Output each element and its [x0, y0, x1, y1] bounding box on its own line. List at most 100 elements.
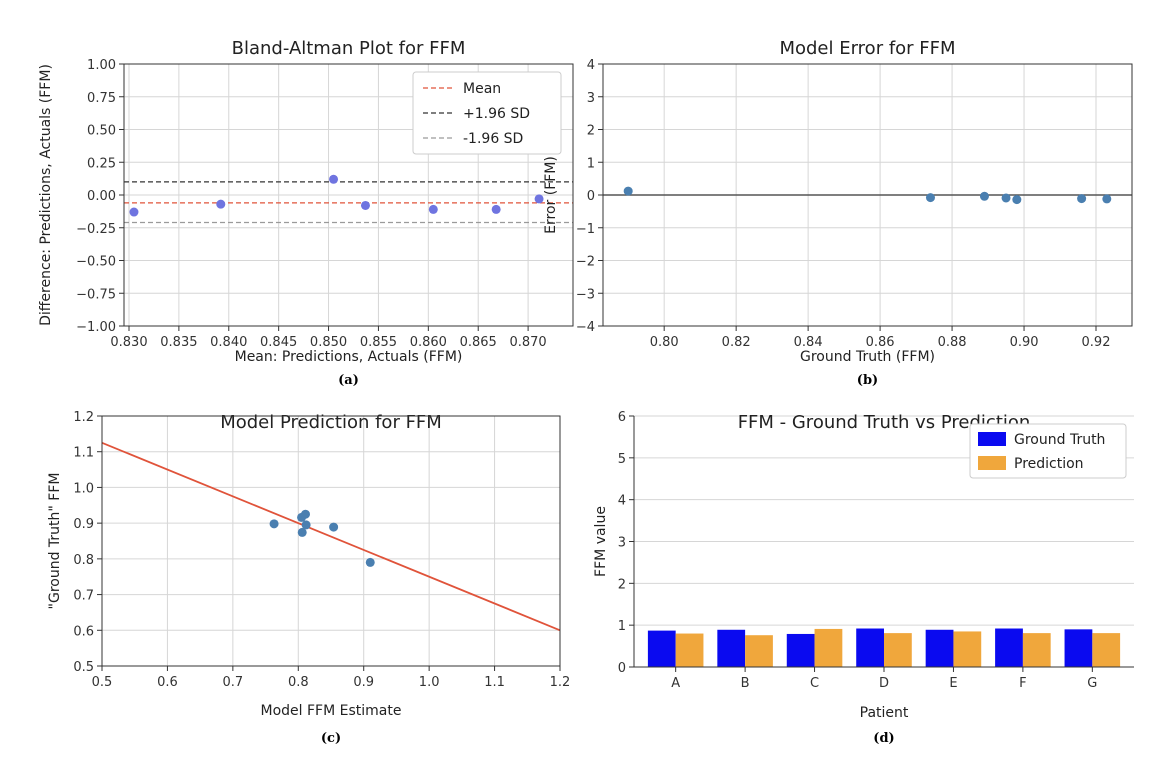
- bar-prediction: [953, 631, 982, 667]
- chart-title: FFM - Ground Truth vs Prediction: [738, 412, 1031, 433]
- x-tick-label: 0.92: [1082, 335, 1111, 350]
- x-tick-label: 0.870: [509, 335, 546, 350]
- chart-title: Model Error for FFM: [779, 38, 955, 59]
- data-point: [491, 204, 501, 214]
- x-tick-label: 0.88: [938, 335, 967, 350]
- x-tick-label: 0.6: [157, 675, 178, 690]
- bar-prediction: [814, 628, 843, 667]
- y-tick-label: 0.6: [73, 624, 94, 639]
- y-tick-label: 1: [587, 156, 595, 171]
- x-axis-label: Ground Truth (FFM): [800, 349, 935, 365]
- y-axis-label: Difference: Predictions, Actuals (FFM): [38, 64, 54, 326]
- x-axis-label: Patient: [860, 705, 909, 721]
- x-tick-label: 0.86: [866, 335, 895, 350]
- legend-entry: -1.96 SD: [463, 131, 523, 147]
- x-tick-label: 0.80: [650, 335, 679, 350]
- y-tick-label: 0: [618, 661, 626, 676]
- axes-frame: [101, 415, 561, 667]
- y-axis-label: Error (FFM): [543, 156, 559, 234]
- bar-ground-truth: [856, 628, 884, 667]
- data-point: [925, 193, 935, 203]
- data-point: [1102, 194, 1112, 204]
- x-tick-label: 0.845: [260, 335, 297, 350]
- chart-title: Bland-Altman Plot for FFM: [232, 38, 466, 59]
- y-tick-label: −4: [576, 320, 595, 335]
- bar-prediction: [675, 633, 704, 667]
- x-tick-label: 0.84: [794, 335, 823, 350]
- x-tick-label: 0.82: [722, 335, 751, 350]
- x-tick-label: 1.0: [419, 675, 440, 690]
- x-tick-label: 0.7: [223, 675, 244, 690]
- y-tick-label: −0.25: [76, 222, 116, 237]
- bar-ground-truth: [995, 628, 1023, 667]
- x-tick-label: A: [671, 676, 680, 691]
- legend-box: [412, 71, 562, 155]
- x-tick-label: 0.850: [310, 335, 347, 350]
- y-tick-label: 3: [587, 91, 595, 106]
- bar-ground-truth: [717, 629, 746, 667]
- x-tick-label: C: [810, 676, 819, 691]
- bar-prediction: [884, 633, 912, 667]
- data-point: [1012, 195, 1022, 205]
- y-tick-label: 4: [587, 58, 595, 73]
- data-point: [329, 174, 339, 184]
- y-axis-label: FFM value: [593, 506, 609, 577]
- y-tick-label: −1: [576, 222, 595, 237]
- data-point: [1001, 193, 1011, 203]
- y-axis-label: "Ground Truth" FFM: [47, 473, 63, 610]
- data-point: [129, 207, 139, 217]
- x-tick-label: B: [741, 676, 750, 691]
- x-tick-label: 0.860: [410, 335, 447, 350]
- y-tick-label: −1.00: [76, 320, 116, 335]
- y-tick-label: 4: [618, 494, 626, 509]
- bar-ground-truth: [786, 633, 815, 667]
- y-tick-label: 1.0: [73, 481, 94, 496]
- x-tick-label: 0.865: [460, 335, 497, 350]
- data-point: [216, 199, 226, 209]
- x-tick-label: 0.9: [353, 675, 374, 690]
- y-tick-label: 0.00: [87, 189, 116, 204]
- data-point: [300, 509, 310, 519]
- x-tick-label: 0.8: [288, 675, 309, 690]
- y-tick-label: 5: [618, 452, 626, 467]
- data-point: [365, 557, 375, 567]
- x-tick-label: 1.1: [484, 675, 505, 690]
- bar-prediction: [745, 635, 773, 667]
- y-tick-label: 0.50: [87, 124, 116, 139]
- x-tick-label: 0.835: [160, 335, 197, 350]
- panel-b-model-error: −4 −3 −2 −1 0 1 2 3 4 0.80 0.82 0.84 0.86 0.88 0.90 0.9…: [543, 38, 1133, 388]
- y-tick-label: 3: [618, 536, 626, 551]
- data-point: [297, 527, 307, 537]
- bar-ground-truth: [647, 630, 676, 667]
- x-tick-label: F: [1019, 676, 1026, 691]
- panel-a-bland-altman: −1.00 −0.75 −0.50 −0.25 0.00 0.25 0.50 0.75 1.00…: [38, 38, 574, 388]
- y-tick-label: 0.75: [87, 91, 116, 106]
- panel-d-bar-comparison: 0 1 2 3 4 5 6 FFM - Ground Truth vs Prediction P…: [593, 410, 1134, 746]
- y-tick-label: 0.5: [73, 660, 94, 675]
- panel-c-model-prediction: 0.5 0.6 0.7 0.8 0.9 1.0 1.1 1.2 0.5 0.6 0.7 0.8 0.9 1…: [47, 410, 570, 746]
- axes-frame: [602, 63, 1133, 327]
- panel-label: (c): [321, 731, 341, 746]
- y-tick-label: −0.50: [76, 255, 116, 270]
- x-axis-label: Mean: Predictions, Actuals (FFM): [235, 349, 463, 365]
- axes-frame: [123, 63, 574, 327]
- y-tick-label: 2: [618, 577, 626, 592]
- bar-ground-truth: [925, 629, 954, 667]
- legend-entry: +1.96 SD: [463, 106, 530, 122]
- y-tick-label: 1.2: [73, 410, 94, 425]
- y-tick-label: 1: [618, 619, 626, 634]
- x-tick-label: G: [1087, 676, 1097, 691]
- chart-title: Model Prediction for FFM: [220, 412, 442, 433]
- x-tick-label: 0.90: [1010, 335, 1039, 350]
- legend-entry: Prediction: [1014, 456, 1084, 472]
- x-tick-label: 1.2: [550, 675, 571, 690]
- legend-entry: Mean: [463, 81, 501, 97]
- bar-prediction: [1022, 633, 1051, 667]
- bar-prediction: [1092, 633, 1121, 667]
- y-tick-label: 0.9: [73, 517, 94, 532]
- y-tick-label: 0.7: [73, 589, 94, 604]
- legend-box: [969, 423, 1127, 479]
- x-tick-label: 0.855: [360, 335, 397, 350]
- y-tick-label: 2: [587, 124, 595, 139]
